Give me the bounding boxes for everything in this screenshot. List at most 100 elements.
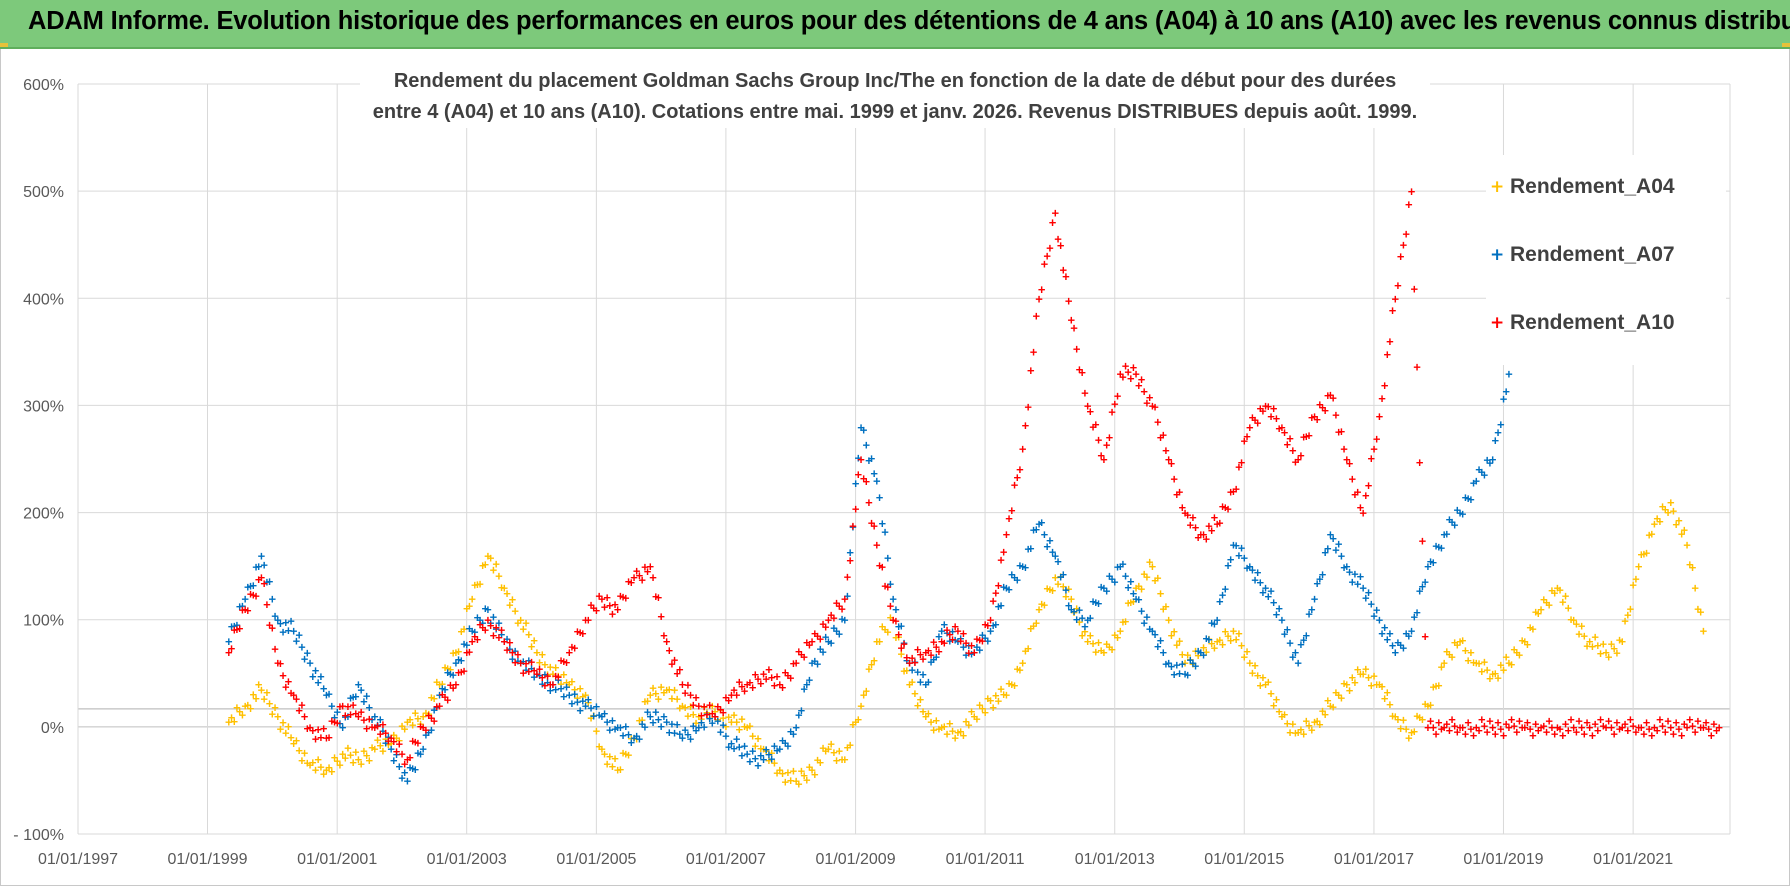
data-point: + <box>1643 546 1651 561</box>
data-point: + <box>1440 720 1448 735</box>
data-point: + <box>263 597 271 612</box>
data-point: + <box>306 757 314 772</box>
data-point: + <box>360 713 368 728</box>
banner-corner-left <box>0 43 8 47</box>
data-point: + <box>671 652 679 667</box>
data-point: + <box>903 663 911 678</box>
data-point: + <box>1127 371 1135 386</box>
data-point: + <box>609 606 617 621</box>
data-point: + <box>590 600 598 615</box>
data-point: + <box>1672 715 1680 730</box>
data-point: + <box>430 691 438 706</box>
data-point: + <box>1354 662 1362 677</box>
data-point: + <box>1599 637 1607 652</box>
data-point: + <box>884 580 892 595</box>
data-point: + <box>236 621 244 636</box>
data-point: + <box>1610 641 1618 656</box>
data-point: + <box>277 656 285 671</box>
data-point: + <box>1710 717 1718 732</box>
grid-lines <box>77 83 1731 835</box>
data-point: + <box>965 638 973 653</box>
data-point: + <box>657 719 665 734</box>
data-point: + <box>1478 712 1486 727</box>
data-point: + <box>306 656 314 671</box>
data-point: + <box>790 656 798 671</box>
data-point: + <box>1421 696 1429 711</box>
data-point: + <box>630 570 638 585</box>
data-point: + <box>738 679 746 694</box>
data-point: + <box>838 611 846 626</box>
data-point: + <box>917 692 925 707</box>
data-point: + <box>1192 644 1200 659</box>
data-point: + <box>1067 313 1075 328</box>
data-point: + <box>1362 488 1370 503</box>
data-point: + <box>1208 636 1216 651</box>
data-point: + <box>1043 581 1051 596</box>
data-point: + <box>1270 595 1278 610</box>
data-point: + <box>1365 670 1373 685</box>
data-point: + <box>398 718 406 733</box>
data-point: + <box>960 639 968 654</box>
data-point: + <box>417 716 425 731</box>
data-point: + <box>1621 614 1629 629</box>
data-point: + <box>1529 621 1537 636</box>
data-point: + <box>695 720 703 735</box>
data-point: + <box>733 715 741 730</box>
data-point: + <box>914 642 922 657</box>
data-point: + <box>520 654 528 669</box>
data-point: + <box>644 705 652 720</box>
data-point: + <box>252 560 260 575</box>
data-point: + <box>530 633 538 648</box>
data-point: + <box>1648 527 1656 542</box>
data-point: + <box>1251 658 1259 673</box>
data-point: + <box>233 700 241 715</box>
data-point: + <box>1454 725 1462 740</box>
data-point: + <box>700 719 708 734</box>
data-point: + <box>844 589 852 604</box>
data-point: + <box>1367 678 1375 693</box>
data-point: + <box>298 753 306 768</box>
data-point: + <box>1165 452 1173 467</box>
data-point: + <box>1281 626 1289 641</box>
data-point: + <box>1281 425 1289 440</box>
data-point: + <box>230 618 238 633</box>
data-point: + <box>1143 610 1151 625</box>
data-point: + <box>1262 581 1270 596</box>
data-point: + <box>962 714 970 729</box>
data-point: + <box>471 629 479 644</box>
data-point: + <box>1489 720 1497 735</box>
data-point: + <box>1532 605 1540 620</box>
data-point: + <box>1032 522 1040 537</box>
data-point: + <box>1651 720 1659 735</box>
data-point: + <box>1030 523 1038 538</box>
data-point: + <box>681 700 689 715</box>
data-point: + <box>1264 399 1272 414</box>
data-point: + <box>230 714 238 729</box>
data-point: + <box>735 740 743 755</box>
data-point: + <box>798 703 806 718</box>
data-point: + <box>263 685 271 700</box>
data-point: + <box>1481 718 1489 733</box>
data-point: + <box>773 743 781 758</box>
data-point: + <box>1116 559 1124 574</box>
data-point: + <box>1076 603 1084 618</box>
data-point: + <box>482 623 490 638</box>
data-point: + <box>274 656 282 671</box>
data-point: + <box>622 747 630 762</box>
data-point: + <box>260 558 268 573</box>
data-point: + <box>406 712 414 727</box>
data-point: + <box>860 422 868 437</box>
data-point: + <box>282 680 290 695</box>
data-point: + <box>741 684 749 699</box>
data-point: + <box>1608 636 1616 651</box>
data-point: + <box>644 564 652 579</box>
data-point: + <box>379 724 387 739</box>
data-point: + <box>1243 429 1251 444</box>
data-point: + <box>1570 613 1578 628</box>
data-point: + <box>1046 582 1054 597</box>
data-point: + <box>668 691 676 706</box>
data-point: + <box>1008 503 1016 518</box>
data-point: + <box>1154 639 1162 654</box>
data-point: + <box>404 715 412 730</box>
data-point: + <box>1373 432 1381 447</box>
